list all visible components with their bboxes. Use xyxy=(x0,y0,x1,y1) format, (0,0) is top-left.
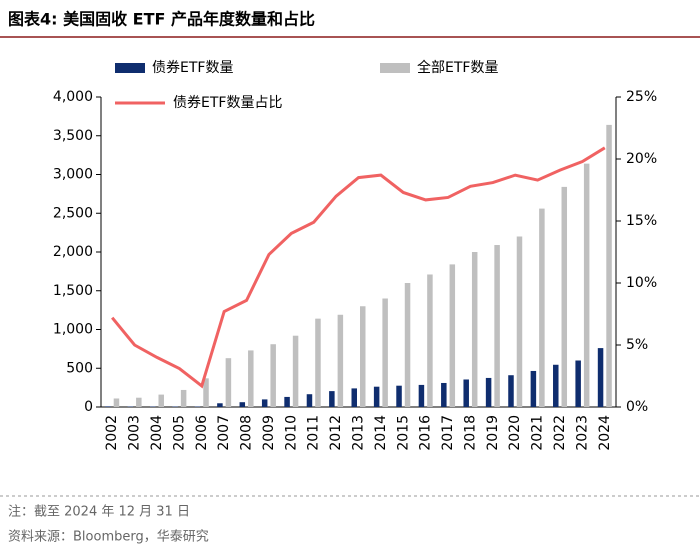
y-tick-label: 3,000 xyxy=(53,167,93,183)
bar xyxy=(441,382,447,407)
note: 注：截至 2024 年 12 月 31 日 xyxy=(8,505,190,520)
bar xyxy=(360,306,366,407)
chart-title: 图表4: 美国固收 ETF 产品年度数量和占比 xyxy=(8,10,315,29)
bar xyxy=(508,375,514,407)
bar xyxy=(270,344,276,407)
y2-tick-label: 20% xyxy=(626,151,657,167)
y-tick-label: 500 xyxy=(66,360,93,376)
bar xyxy=(329,391,335,407)
x-tick-label: 2013 xyxy=(351,415,367,451)
bar xyxy=(306,394,313,407)
x-tick-label: 2003 xyxy=(127,415,143,451)
line xyxy=(111,146,606,389)
bar xyxy=(284,396,290,407)
y2-tick-label: 5% xyxy=(626,337,648,353)
x-tick-label: 2023 xyxy=(574,415,590,451)
bar xyxy=(261,399,268,407)
bar xyxy=(158,394,164,407)
x-tick-label: 2015 xyxy=(395,415,411,451)
y-tick-label: 2,000 xyxy=(53,244,93,260)
x-tick-label: 2005 xyxy=(171,415,187,451)
bar xyxy=(180,389,187,407)
bar xyxy=(351,388,357,407)
bar xyxy=(292,335,299,407)
bar xyxy=(225,358,232,407)
y-tick-label: 4,000 xyxy=(53,89,93,105)
x-tick-label: 2022 xyxy=(552,415,568,451)
x-tick-label: 2017 xyxy=(440,415,456,451)
bar xyxy=(248,350,254,407)
y2-tick-label: 10% xyxy=(626,275,657,291)
bar xyxy=(449,264,456,407)
bar xyxy=(597,348,604,407)
bar xyxy=(396,385,402,407)
x-tick-label: 2009 xyxy=(261,415,277,451)
legend-swatch xyxy=(115,63,145,73)
y2-tick-label: 0% xyxy=(626,399,648,415)
bar xyxy=(382,298,388,407)
x-tick-label: 2020 xyxy=(507,415,523,451)
y-tick-label: 3,500 xyxy=(53,128,93,144)
bar xyxy=(539,208,545,407)
bar xyxy=(203,378,209,407)
legend-swatch xyxy=(380,63,410,73)
bar xyxy=(337,314,344,407)
x-tick-label: 2006 xyxy=(194,415,210,451)
bar xyxy=(530,370,537,407)
bar xyxy=(516,236,523,407)
x-tick-label: 2021 xyxy=(530,415,546,451)
y-tick-label: 1,000 xyxy=(53,322,93,338)
x-tick-label: 2007 xyxy=(216,415,232,451)
bar xyxy=(217,403,223,407)
bar xyxy=(373,386,380,407)
x-tick-label: 2011 xyxy=(306,415,322,451)
bar xyxy=(404,283,411,407)
source: 资料来源：Bloomberg，华泰研究 xyxy=(8,530,209,545)
x-tick-label: 2019 xyxy=(485,415,501,451)
y2-tick-label: 25% xyxy=(626,89,657,105)
bar xyxy=(485,377,492,407)
bar xyxy=(494,245,500,407)
bar xyxy=(583,163,590,407)
bar xyxy=(471,252,478,407)
bar xyxy=(553,364,559,407)
bar xyxy=(606,124,612,408)
bar xyxy=(105,406,111,407)
bar xyxy=(113,398,120,407)
bar xyxy=(315,318,321,407)
legend-label: 全部ETF数量 xyxy=(417,59,498,76)
bar xyxy=(427,274,433,407)
bar xyxy=(561,186,568,407)
bar xyxy=(418,384,425,407)
y-tick-label: 2,500 xyxy=(53,205,93,221)
bar xyxy=(463,379,469,407)
x-tick-label: 2010 xyxy=(283,415,299,451)
x-tick-label: 2016 xyxy=(418,415,434,451)
x-tick-label: 2004 xyxy=(149,415,165,451)
bar xyxy=(575,360,581,407)
x-tick-label: 2002 xyxy=(104,415,120,451)
x-tick-label: 2008 xyxy=(239,415,255,451)
bar xyxy=(136,397,142,407)
bar xyxy=(239,402,246,407)
y2-tick-label: 15% xyxy=(626,213,657,229)
x-tick-label: 2024 xyxy=(597,415,613,451)
legend-label: 债券ETF数量占比 xyxy=(173,95,282,111)
x-tick-label: 2014 xyxy=(373,415,389,451)
x-tick-label: 2018 xyxy=(462,415,478,451)
y-tick-label: 1,500 xyxy=(53,283,93,299)
x-tick-label: 2012 xyxy=(328,415,344,451)
y-tick-label: 0 xyxy=(84,399,93,415)
legend-label: 债券ETF数量 xyxy=(152,60,233,76)
